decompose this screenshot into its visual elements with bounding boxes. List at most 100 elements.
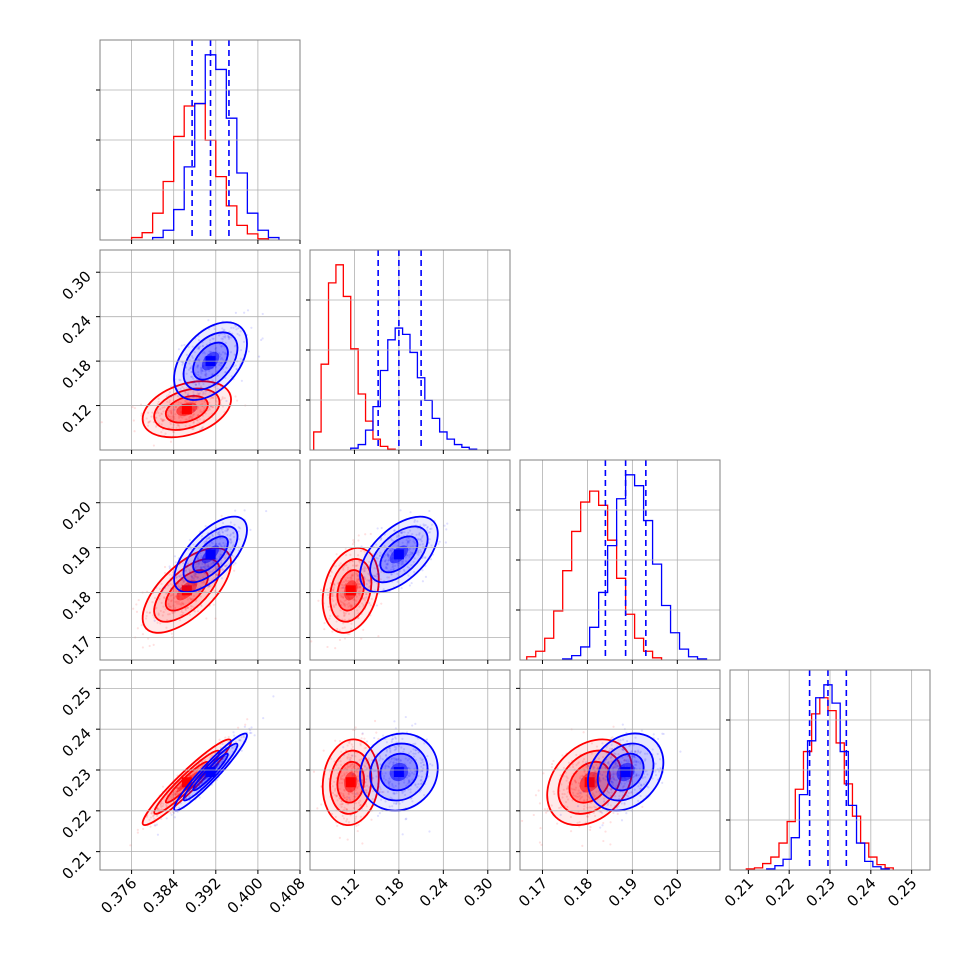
scatter-point-red (561, 792, 564, 796)
scatter-point-red (575, 763, 578, 767)
scatter-point-red (360, 637, 363, 640)
scatter-point-blue (199, 368, 202, 371)
scatter-point-red (359, 744, 362, 747)
scatter-point-red (174, 576, 178, 580)
scatter-point-blue (355, 761, 359, 764)
scatter-point-blue (637, 749, 640, 752)
scatter-point-red (212, 603, 215, 606)
scatter-point-red (575, 753, 578, 757)
scatter-point-red (579, 796, 582, 799)
x-tick-label: 0.408 (266, 874, 309, 917)
scatter-point-red (363, 747, 366, 750)
scatter-point-red (174, 406, 177, 409)
scatter-point-blue (214, 347, 217, 351)
scatter-point-red (182, 581, 185, 584)
scatter-point-red (344, 603, 347, 606)
scatter-point-blue (218, 355, 222, 358)
scatter-point-red (562, 788, 565, 791)
scatter-point-red (345, 820, 348, 823)
scatter-point-red (169, 415, 172, 418)
scatter-point-red (133, 430, 136, 433)
scatter-point-red (365, 789, 368, 792)
scatter-point-blue (657, 770, 661, 773)
scatter-point-blue (417, 774, 420, 778)
scatter-point-red (186, 606, 189, 610)
scatter-point-red (191, 605, 194, 608)
scatter-point-red (170, 632, 173, 635)
scatter-point-red (578, 820, 581, 824)
scatter-point-blue (418, 532, 421, 535)
scatter-point-red (236, 399, 239, 402)
scatter-point-blue (227, 337, 231, 341)
scatter-point-red (368, 560, 371, 564)
scatter-point-blue (197, 557, 200, 561)
x-tick-label: 0.24 (843, 874, 879, 910)
scatter-point-red (585, 798, 589, 801)
scatter-point-red (356, 767, 359, 770)
scatter-point-blue (637, 774, 640, 777)
scatter-point-blue (232, 543, 235, 546)
scatter-point-red (341, 781, 344, 785)
panel-body (132, 509, 268, 649)
scatter-point-red (171, 810, 175, 813)
scatter-point-red (351, 574, 354, 577)
x-tick-label: 0.392 (182, 874, 225, 917)
scatter-point-blue (385, 750, 388, 753)
scatter-point-red (354, 770, 357, 773)
scatter-point-blue (377, 782, 380, 786)
scatter-point-blue (232, 532, 235, 535)
scatter-point-blue (190, 370, 193, 374)
y-tick-label: 0.23 (58, 765, 94, 801)
scatter-point-red (342, 584, 345, 587)
scatter-point-red (181, 601, 184, 604)
scatter-point-blue (634, 756, 637, 759)
scatter-point-blue (200, 555, 203, 558)
scatter-point-blue (196, 576, 199, 579)
scatter-point-blue (375, 604, 379, 607)
scatter-point-red (612, 775, 615, 778)
scatter-point-red (199, 409, 202, 412)
scatter-point-red (171, 415, 174, 418)
scatter-point-blue (622, 748, 625, 751)
scatter-point-red (366, 784, 369, 787)
scatter-point-red (343, 626, 346, 629)
scatter-point-red (362, 628, 365, 631)
scatter-point-red (341, 802, 344, 805)
scatter-point-blue (197, 371, 200, 374)
histogram-blue (350, 327, 478, 450)
scatter-point-blue (234, 311, 237, 314)
scatter-point-red (348, 604, 351, 607)
scatter-point-red (215, 400, 218, 403)
scatter-point-blue (611, 781, 615, 784)
scatter-point-blue (637, 750, 640, 754)
scatter-point-red (199, 410, 202, 414)
scatter-point-blue (604, 766, 608, 769)
scatter-point-blue (239, 739, 242, 742)
scatter-point-blue (211, 542, 214, 545)
scatter-point-blue (391, 548, 394, 551)
scatter-point-red (617, 739, 620, 742)
scatter-point-blue (226, 334, 230, 337)
scatter-point-red (343, 796, 347, 799)
scatter-point-blue (378, 554, 381, 558)
scatter-point-blue (376, 814, 380, 817)
scatter-point-red (179, 603, 183, 607)
scatter-point-blue (212, 337, 215, 340)
scatter-point-blue (401, 833, 404, 836)
scatter-point-blue (392, 548, 395, 551)
scatter-point-blue (192, 381, 195, 384)
scatter-point-blue (421, 534, 424, 537)
scatter-point-blue (390, 740, 393, 743)
scatter-point-blue (203, 541, 206, 544)
scatter-point-red (561, 796, 564, 799)
scatter-point-red (368, 581, 371, 584)
scatter-point-blue (377, 585, 381, 589)
scatter-point-blue (208, 350, 211, 353)
scatter-point-red (219, 398, 223, 402)
scatter-point-red (363, 567, 366, 571)
scatter-point-blue (368, 602, 371, 605)
scatter-point-red (344, 579, 348, 583)
scatter-point-red (329, 574, 332, 578)
scatter-point-red (359, 804, 362, 807)
scatter-point-blue (421, 580, 425, 583)
